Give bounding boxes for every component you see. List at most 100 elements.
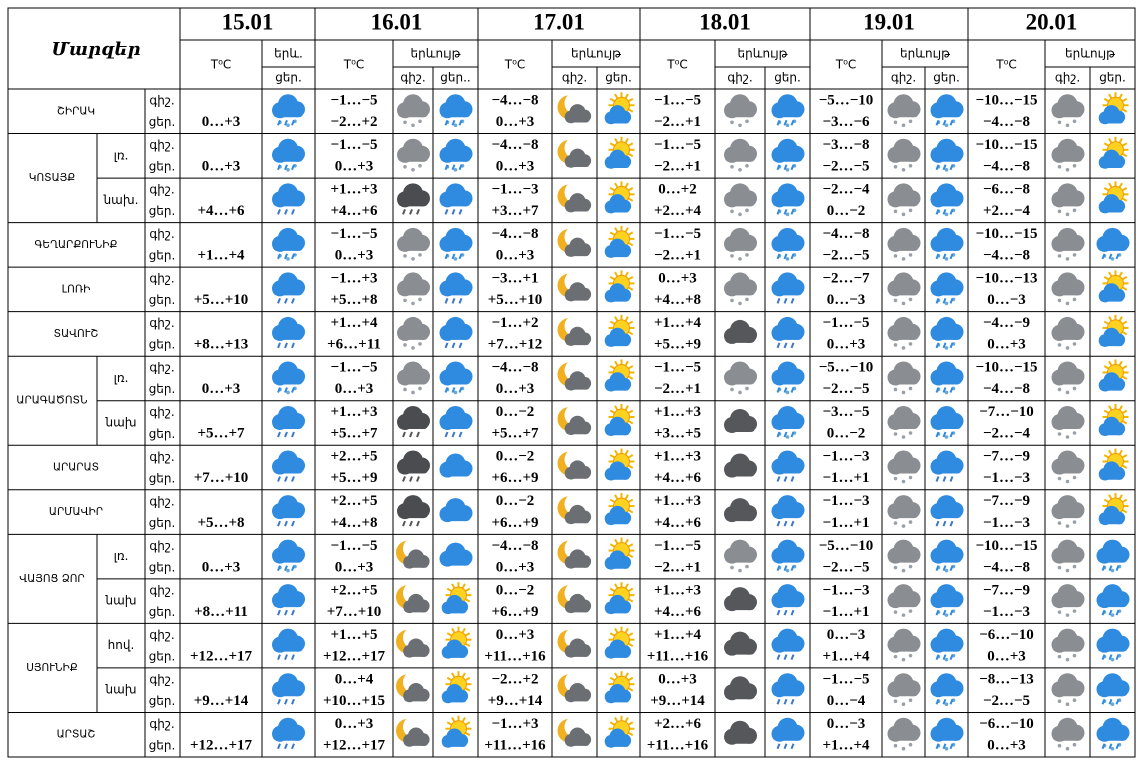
icon-snow	[453, 257, 458, 261]
icon-cloud	[1099, 428, 1124, 436]
night-label: գիշ.	[149, 405, 174, 419]
icon-rain	[942, 208, 947, 215]
weather-icon	[930, 584, 964, 617]
icon-rain	[291, 164, 295, 171]
icon-cloud	[772, 643, 803, 652]
icon-rain	[783, 164, 788, 171]
weather-icon	[396, 626, 430, 658]
icon-snow	[1057, 343, 1062, 347]
weather-icon	[272, 717, 305, 750]
weather-icon	[930, 94, 964, 128]
icon-snow	[1057, 120, 1062, 125]
icon-sun-ray	[627, 142, 634, 147]
icon-snow	[403, 254, 407, 258]
icon-cloud	[565, 116, 590, 123]
icon-snow	[738, 212, 742, 217]
part-header: ցեր..	[440, 71, 470, 85]
icon-rain	[416, 431, 420, 438]
icon-rain	[1101, 565, 1106, 571]
icon-snow	[1065, 346, 1070, 350]
day-temperature: +4…+8	[654, 292, 701, 308]
icon-snow	[1057, 610, 1062, 614]
icon-rain	[776, 342, 781, 349]
phenomenon-header: երև.	[274, 47, 303, 61]
icon-rain	[284, 698, 288, 705]
icon-cloud	[273, 198, 303, 207]
day-temperature: +11…+16	[647, 648, 709, 664]
icon-snow	[1072, 253, 1077, 257]
icon-cloud	[931, 198, 962, 207]
icon-sun-ray	[624, 583, 629, 589]
night-temperature: 0…+3	[335, 716, 374, 732]
day-label: ցեր.	[149, 160, 176, 174]
weather-icon	[930, 628, 964, 662]
icon-snow	[901, 702, 906, 706]
part-header: ցեր.	[933, 71, 960, 85]
weather-icon	[887, 495, 921, 528]
icon-snow	[893, 343, 898, 347]
icon-sun-ray	[461, 672, 466, 678]
icon-sun-ray	[614, 716, 619, 723]
icon-snow	[730, 298, 734, 303]
icon-snow	[893, 743, 898, 748]
icon-sun-ray	[464, 687, 471, 692]
icon-snow	[908, 609, 913, 613]
weather-icon	[439, 453, 473, 478]
day-temperature: +5…+7	[491, 426, 539, 442]
icon-rain	[409, 208, 413, 215]
table-title: Մարզեր	[51, 39, 140, 60]
weather-icon	[604, 626, 635, 659]
region-name: ԿՈՏԱՅՔ	[29, 172, 75, 184]
icon-cloud	[273, 510, 303, 519]
day-temperature: +6…+9	[491, 604, 538, 620]
icon-snow	[1057, 254, 1062, 258]
icon-rain	[277, 476, 281, 482]
icon-snow	[901, 168, 906, 172]
weather-icon	[557, 314, 592, 346]
icon-sun-ray	[627, 642, 634, 648]
icon-snow	[453, 390, 458, 395]
sub-region: լռ.	[114, 549, 129, 563]
icon-snow	[893, 209, 898, 214]
icon-sun-ray	[1103, 498, 1110, 503]
weather-icon	[604, 270, 635, 303]
date-header: 19.01	[863, 9, 915, 34]
weather-icon	[724, 319, 757, 344]
weather-icon	[1051, 584, 1085, 617]
icon-rain	[291, 298, 295, 304]
weather-icon	[930, 272, 964, 306]
region-name: ՏԱՎՈՒՇ	[54, 328, 99, 340]
night-temperature: −6…−10	[979, 716, 1034, 732]
day-temperature: −1…−3	[983, 470, 1030, 486]
temp-header: T⁰C	[835, 58, 857, 72]
night-temperature: −5…−10	[819, 538, 874, 554]
night-temperature: −7…−9	[983, 493, 1030, 509]
night-temperature: −7…−9	[983, 582, 1030, 598]
night-temperature: −3…+1	[491, 271, 538, 287]
icon-snow	[730, 387, 734, 392]
icon-rain	[776, 164, 781, 171]
weather-icon	[887, 94, 921, 128]
icon-snow	[1057, 298, 1062, 303]
weather-icon	[887, 450, 921, 484]
icon-cloud	[273, 554, 303, 563]
region-name: ԱՐՏԱՇ	[57, 729, 96, 741]
weather-icon	[557, 537, 592, 569]
icon-snow	[944, 390, 949, 395]
icon-sun-ray	[446, 676, 453, 682]
day-temperature: −1…+1	[822, 515, 869, 531]
weather-icon	[771, 450, 805, 482]
icon-snow	[785, 168, 790, 172]
icon-rain	[291, 387, 295, 393]
icon-rain	[1108, 698, 1113, 705]
night-label: գիշ.	[149, 583, 174, 597]
icon-rain	[790, 565, 795, 571]
temperature: 0…+3	[202, 381, 241, 397]
icon-cloud	[888, 643, 919, 652]
day-label: ցեր.	[149, 471, 176, 485]
part-header: գիշ.	[562, 71, 587, 85]
night-temperature: +2…+6	[654, 716, 702, 732]
icon-rain	[783, 298, 788, 304]
icon-cloud	[931, 287, 962, 296]
icon-snow	[1065, 479, 1070, 484]
